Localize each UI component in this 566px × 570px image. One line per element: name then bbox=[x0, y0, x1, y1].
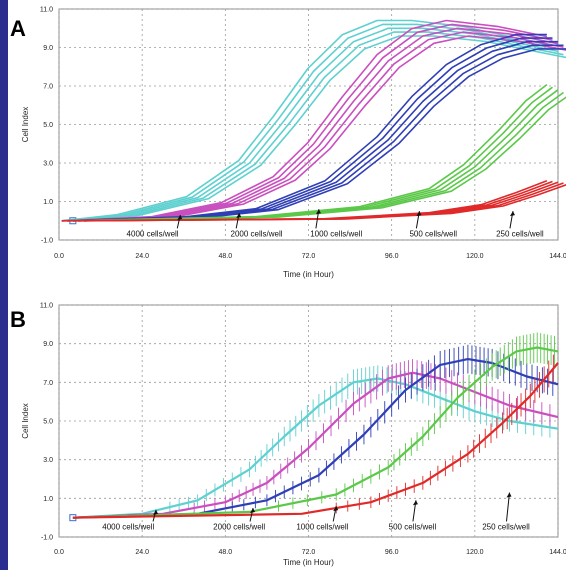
y-tick-label: -1.0 bbox=[41, 535, 53, 542]
series-line-replicate bbox=[83, 35, 566, 222]
panel-A: A 0.0 24.0 48.0 72.0 96.0 120.0 144.0 -1.0 1.0 3.0… bbox=[10, 7, 566, 279]
x-tick-label: 144.0 bbox=[549, 253, 566, 260]
x-tick-label: 0.0 bbox=[54, 253, 64, 260]
panel-letter: A bbox=[10, 16, 26, 41]
series-line-replicate bbox=[83, 35, 566, 222]
annotation-arrow bbox=[505, 492, 510, 522]
panel-B: B 0.0 24.0 48.0 72.0 96.0 120.0 144.0 -1.0 1.0 3.0… bbox=[10, 303, 566, 568]
annotation-arrowhead bbox=[412, 500, 418, 506]
series-line-replicate bbox=[61, 19, 548, 222]
annotation-label: 1000 cells/well bbox=[310, 229, 362, 238]
panel-letter: B bbox=[10, 307, 26, 332]
x-tick-label: 96.0 bbox=[385, 253, 399, 260]
y-tick-label: 9.0 bbox=[43, 45, 53, 52]
annotation-label: 250 cells/well bbox=[482, 522, 530, 531]
y-tick-label: 5.0 bbox=[43, 122, 53, 129]
x-axis-label: Time (in Hour) bbox=[283, 270, 334, 279]
figure: A 0.0 24.0 48.0 72.0 96.0 120.0 144.0 -1.0 1.0 3.0… bbox=[8, 0, 566, 570]
annotation-label: 4000 cells/well bbox=[102, 522, 154, 531]
series-line-replicate bbox=[78, 31, 564, 222]
annotation-label: 2000 cells/well bbox=[231, 229, 283, 238]
series-line-replicate bbox=[72, 27, 559, 222]
x-tick-label: 48.0 bbox=[219, 549, 233, 556]
annotation-arrowhead bbox=[506, 492, 512, 498]
y-tick-label: 7.0 bbox=[43, 84, 53, 91]
annotation-label: 1000 cells/well bbox=[296, 522, 348, 531]
series-line-replicate bbox=[72, 27, 559, 222]
y-tick-label: 3.0 bbox=[43, 457, 53, 464]
y-axis-label: Cell Index bbox=[21, 107, 30, 143]
annotation-label: 500 cells/well bbox=[389, 522, 437, 531]
annotation-label: 2000 cells/well bbox=[213, 522, 265, 531]
y-tick-label: 1.0 bbox=[43, 496, 53, 503]
x-tick-label: 96.0 bbox=[385, 549, 399, 556]
y-tick-label: 7.0 bbox=[43, 380, 53, 387]
series-line-replicate bbox=[61, 33, 547, 222]
y-tick-label: 11.0 bbox=[40, 7, 53, 14]
x-tick-label: 0.0 bbox=[54, 549, 64, 556]
annotation-arrowhead bbox=[416, 211, 422, 217]
x-tick-label: 72.0 bbox=[302, 253, 316, 260]
series-line-replicate bbox=[83, 96, 566, 222]
series-line-replicate bbox=[78, 31, 564, 222]
annotation-arrowhead bbox=[333, 506, 339, 512]
x-tick-label: 24.0 bbox=[135, 549, 149, 556]
x-tick-label: 144.0 bbox=[549, 549, 566, 556]
series-line-replicate bbox=[67, 23, 553, 222]
x-tick-label: 48.0 bbox=[219, 253, 233, 260]
annotation-arrowhead bbox=[177, 214, 183, 220]
annotation-label: 4000 cells/well bbox=[127, 229, 179, 238]
annotation-arrowhead bbox=[250, 508, 256, 513]
y-axis-label: Cell Index bbox=[21, 403, 30, 439]
annotation-arrowhead bbox=[509, 211, 515, 217]
x-axis-label: Time (in Hour) bbox=[283, 558, 334, 567]
y-tick-label: 5.0 bbox=[43, 419, 53, 426]
annotation-label: 500 cells/well bbox=[409, 229, 457, 238]
series-line-replicate bbox=[67, 23, 553, 222]
y-tick-label: -1.0 bbox=[41, 238, 53, 245]
y-tick-label: 11.0 bbox=[40, 303, 53, 310]
x-tick-label: 120.0 bbox=[466, 253, 484, 260]
chart-svg: A 0.0 24.0 48.0 72.0 96.0 120.0 144.0 -1.0 1.0 3.0… bbox=[10, 7, 566, 568]
series-line-replicate bbox=[83, 184, 566, 222]
series-line-replicate bbox=[83, 48, 566, 222]
y-tick-label: 9.0 bbox=[43, 341, 53, 348]
annotation-label: 250 cells/well bbox=[496, 229, 544, 238]
annotation-arrowhead bbox=[315, 209, 321, 215]
annotation-arrowhead bbox=[153, 509, 159, 515]
x-tick-label: 120.0 bbox=[466, 549, 484, 556]
series-line-replicate bbox=[61, 19, 548, 222]
annotation-arrowhead bbox=[236, 213, 242, 219]
y-tick-label: 1.0 bbox=[43, 199, 53, 206]
x-tick-label: 24.0 bbox=[135, 253, 149, 260]
y-tick-label: 3.0 bbox=[43, 161, 53, 168]
x-tick-label: 72.0 bbox=[302, 549, 316, 556]
